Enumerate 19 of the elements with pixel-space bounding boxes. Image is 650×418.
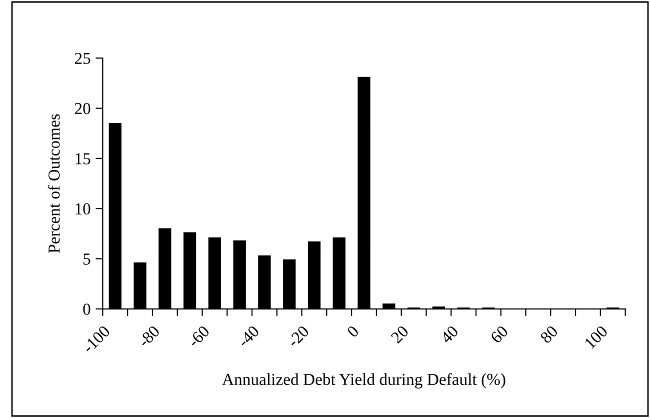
x-tick-label: -60 xyxy=(187,324,210,348)
x-tick-label: 40 xyxy=(440,324,459,344)
x-tick-label: 0 xyxy=(346,324,360,338)
y-tick-label: 0 xyxy=(83,304,90,315)
x-tick-label: -80 xyxy=(138,324,160,348)
x-tick-label: 60 xyxy=(490,324,509,344)
x-tick-label: 80 xyxy=(540,324,558,344)
x-tick-label: -100 xyxy=(82,324,111,354)
x-tick-label: -20 xyxy=(286,324,310,348)
y-tick-label: 20 xyxy=(74,102,90,114)
y-tick-label: 15 xyxy=(76,153,90,164)
y-tick-label: 5 xyxy=(84,254,90,265)
x-tick-label: 20 xyxy=(390,324,410,344)
x-tick-label: -40 xyxy=(237,324,260,348)
y-tick-label: 10 xyxy=(76,203,90,215)
x-axis-title: Annualized Debt Yield during Default (%) xyxy=(222,373,506,388)
y-axis-title: Percent of Outcomes xyxy=(48,114,60,253)
y-tick-label: 25 xyxy=(74,52,90,64)
x-tick-label: 100 xyxy=(584,324,608,350)
